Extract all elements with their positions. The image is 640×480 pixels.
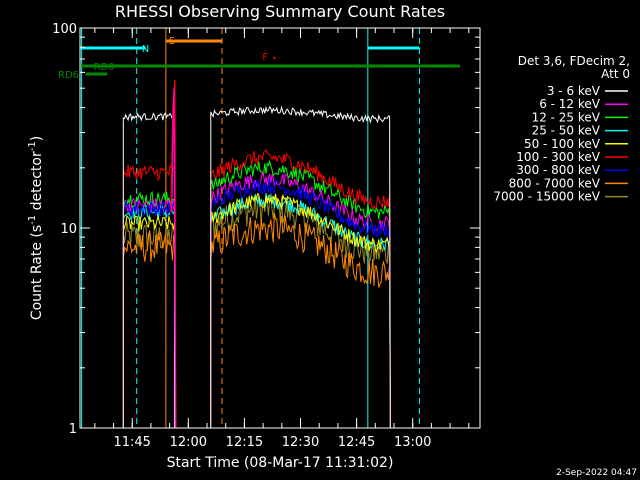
series-6-segment-0	[122, 199, 176, 428]
legend-header-line-2: Att 0	[601, 67, 630, 81]
f-marker	[273, 57, 276, 59]
series-6	[122, 178, 391, 429]
series-5-segment-0	[122, 164, 176, 428]
series-5	[122, 148, 391, 429]
y-axis-label-prefix: Count Rate (s	[29, 225, 45, 320]
rd0-label: RD0	[94, 62, 115, 73]
legend-label: 25 - 50 keV	[532, 124, 601, 138]
x-tick-label: 12:45	[338, 435, 375, 450]
series-8-segment-0	[122, 221, 176, 428]
series-5-segment-1	[210, 148, 391, 429]
legend-label: 3 - 6 keV	[547, 84, 601, 98]
series-7-segment-1	[210, 212, 391, 429]
x-tick-label: 12:30	[282, 435, 319, 450]
flare-spike-magenta	[171, 88, 177, 429]
series-4-segment-0	[122, 214, 176, 428]
series-4-segment-1	[210, 192, 391, 429]
x-tick-label: 11:45	[113, 435, 150, 450]
y-axis-label-sup2: -1	[27, 141, 38, 151]
y-tick-label: 100	[52, 22, 77, 37]
chart-title: RHESSI Observing Summary Count Rates	[115, 2, 445, 21]
x-axis-label: Start Time (08-Mar-17 11:31:02)	[167, 455, 394, 471]
series-7	[122, 212, 391, 429]
series-0-segment-1	[210, 105, 391, 429]
series-7-segment-0	[122, 231, 176, 428]
series-0	[122, 105, 391, 429]
series-2-segment-1	[210, 159, 391, 429]
y-axis-label: Count Rate (s-1 detector-1)	[27, 136, 45, 320]
f-label: F	[262, 52, 268, 63]
x-tick-label: 12:00	[170, 435, 207, 450]
series-6-segment-1	[210, 178, 391, 429]
series-0-segment-0	[122, 112, 176, 428]
footer-timestamp: 2-Sep-2022 04:47	[556, 468, 637, 478]
x-tick-label: 13:00	[394, 435, 431, 450]
legend-label: 300 - 800 keV	[516, 163, 600, 177]
legend-label: 100 - 300 keV	[516, 150, 600, 164]
y-axis-label-mid: detector	[29, 151, 45, 215]
legend-label: 50 - 100 keV	[524, 137, 601, 151]
legend-label: 12 - 25 keV	[532, 110, 601, 124]
plot-area: N S F RD0	[80, 28, 460, 429]
series-2	[122, 159, 391, 429]
legend-label: 7000 - 15000 keV	[493, 190, 600, 204]
y-axis-label-suffix: )	[29, 136, 45, 141]
y-axis-label-sup1: -1	[27, 215, 38, 225]
y-tick-label: 1	[69, 422, 77, 437]
series-1-segment-0	[122, 197, 176, 428]
series-4	[122, 192, 391, 429]
series-2-segment-0	[122, 190, 176, 428]
axes: RD6 1 10 100 11:45 12:00 12:15 12:30 12:45 13:00	[52, 22, 481, 450]
legend-label: 6 - 12 keV	[539, 97, 601, 111]
y-tick-label: 10	[60, 222, 77, 237]
n-label: N	[142, 44, 149, 55]
x-tick-label: 12:15	[226, 435, 263, 450]
legend-label: 800 - 7000 keV	[509, 176, 601, 190]
legend-header-line-1: Det 3,6, FDecim 2,	[518, 54, 630, 68]
rd6-label: RD6	[58, 70, 79, 81]
s-label: S	[169, 36, 175, 47]
